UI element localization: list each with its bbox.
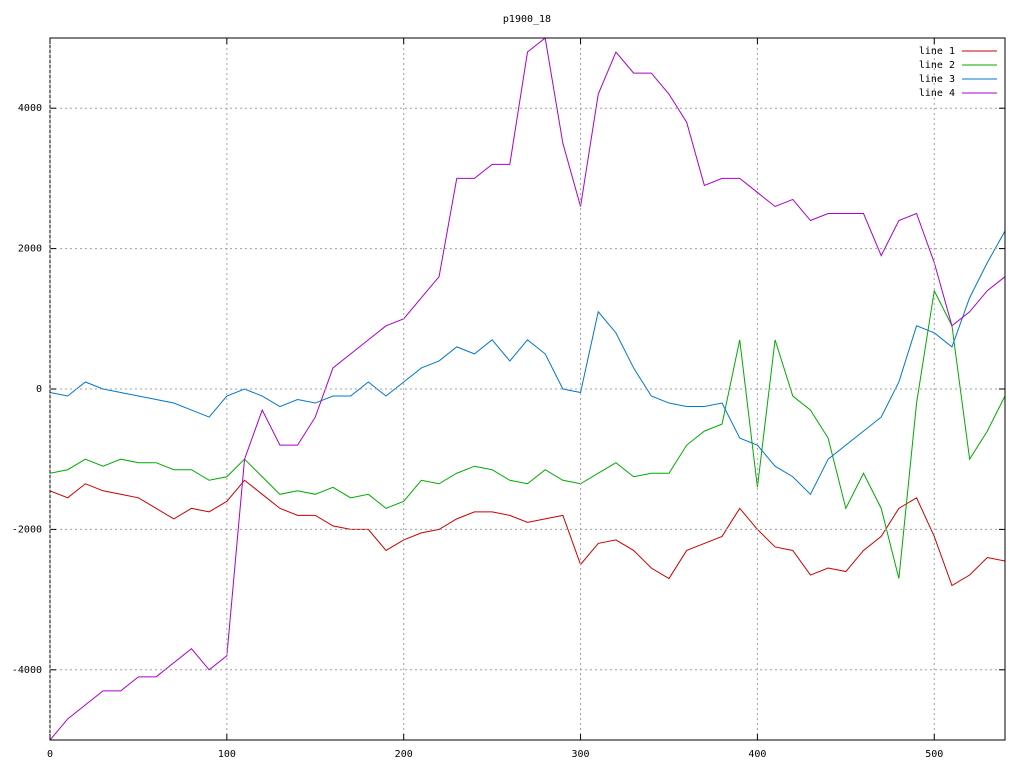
plot-area bbox=[50, 38, 1005, 740]
y-tick-label: 4000 bbox=[18, 103, 42, 114]
legend-label: line 1 bbox=[919, 46, 955, 57]
x-tick-label: 500 bbox=[925, 749, 943, 760]
data-line bbox=[50, 38, 1005, 740]
legend-label: line 4 bbox=[919, 88, 955, 99]
x-tick-label: 400 bbox=[748, 749, 766, 760]
y-tick-label: 2000 bbox=[18, 244, 42, 255]
legend-label: line 3 bbox=[919, 74, 955, 85]
x-tick-label: 300 bbox=[572, 749, 590, 760]
chart-title: p1900_18 bbox=[503, 14, 551, 25]
data-line bbox=[50, 230, 1005, 496]
y-tick-label: -2000 bbox=[12, 524, 42, 535]
y-tick-label: -4000 bbox=[12, 665, 42, 676]
data-line bbox=[50, 289, 1005, 579]
x-tick-label: 200 bbox=[395, 749, 413, 760]
y-tick-label: 0 bbox=[36, 384, 42, 395]
legend-label: line 2 bbox=[919, 60, 955, 71]
x-tick-label: 100 bbox=[218, 749, 236, 760]
data-line bbox=[50, 479, 1005, 587]
x-tick-label: 0 bbox=[47, 749, 53, 760]
